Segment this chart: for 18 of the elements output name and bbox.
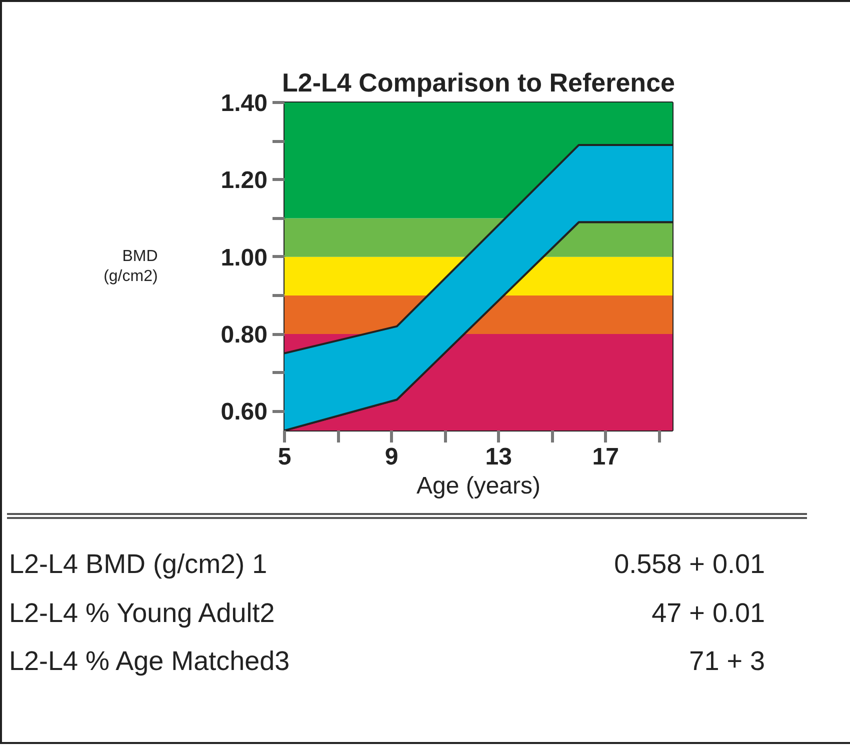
y-tick-label: 0.60: [220, 398, 268, 426]
chart-title: L2-L4 Comparison to Reference: [282, 68, 675, 98]
y-tick-label: 1.00: [220, 244, 268, 272]
text: 47 + 0.01: [650, 596, 766, 630]
text: 0.558 + 0.01: [613, 548, 766, 581]
y-tick-label: 1.20: [220, 167, 268, 194]
x-tick-label: 5: [278, 444, 292, 470]
x-tick-label: 17: [592, 444, 619, 470]
y-tick-label: 0.80: [220, 322, 268, 349]
text: 71 + 3: [688, 645, 766, 678]
text: L2-L4 BMD (g/cm2) 1: [9, 548, 268, 581]
y-axis-title: BMD (g/cm2): [104, 248, 158, 286]
text: L2-L4 % Young Adult2: [9, 596, 276, 630]
x-axis-title: Age (years): [416, 472, 541, 500]
x-tick-label: 13: [485, 444, 512, 470]
y-tick-label: 1.40: [220, 90, 268, 117]
text: L2-L4 % Age Matched3: [9, 645, 291, 678]
x-tick-label: 9: [384, 444, 398, 470]
